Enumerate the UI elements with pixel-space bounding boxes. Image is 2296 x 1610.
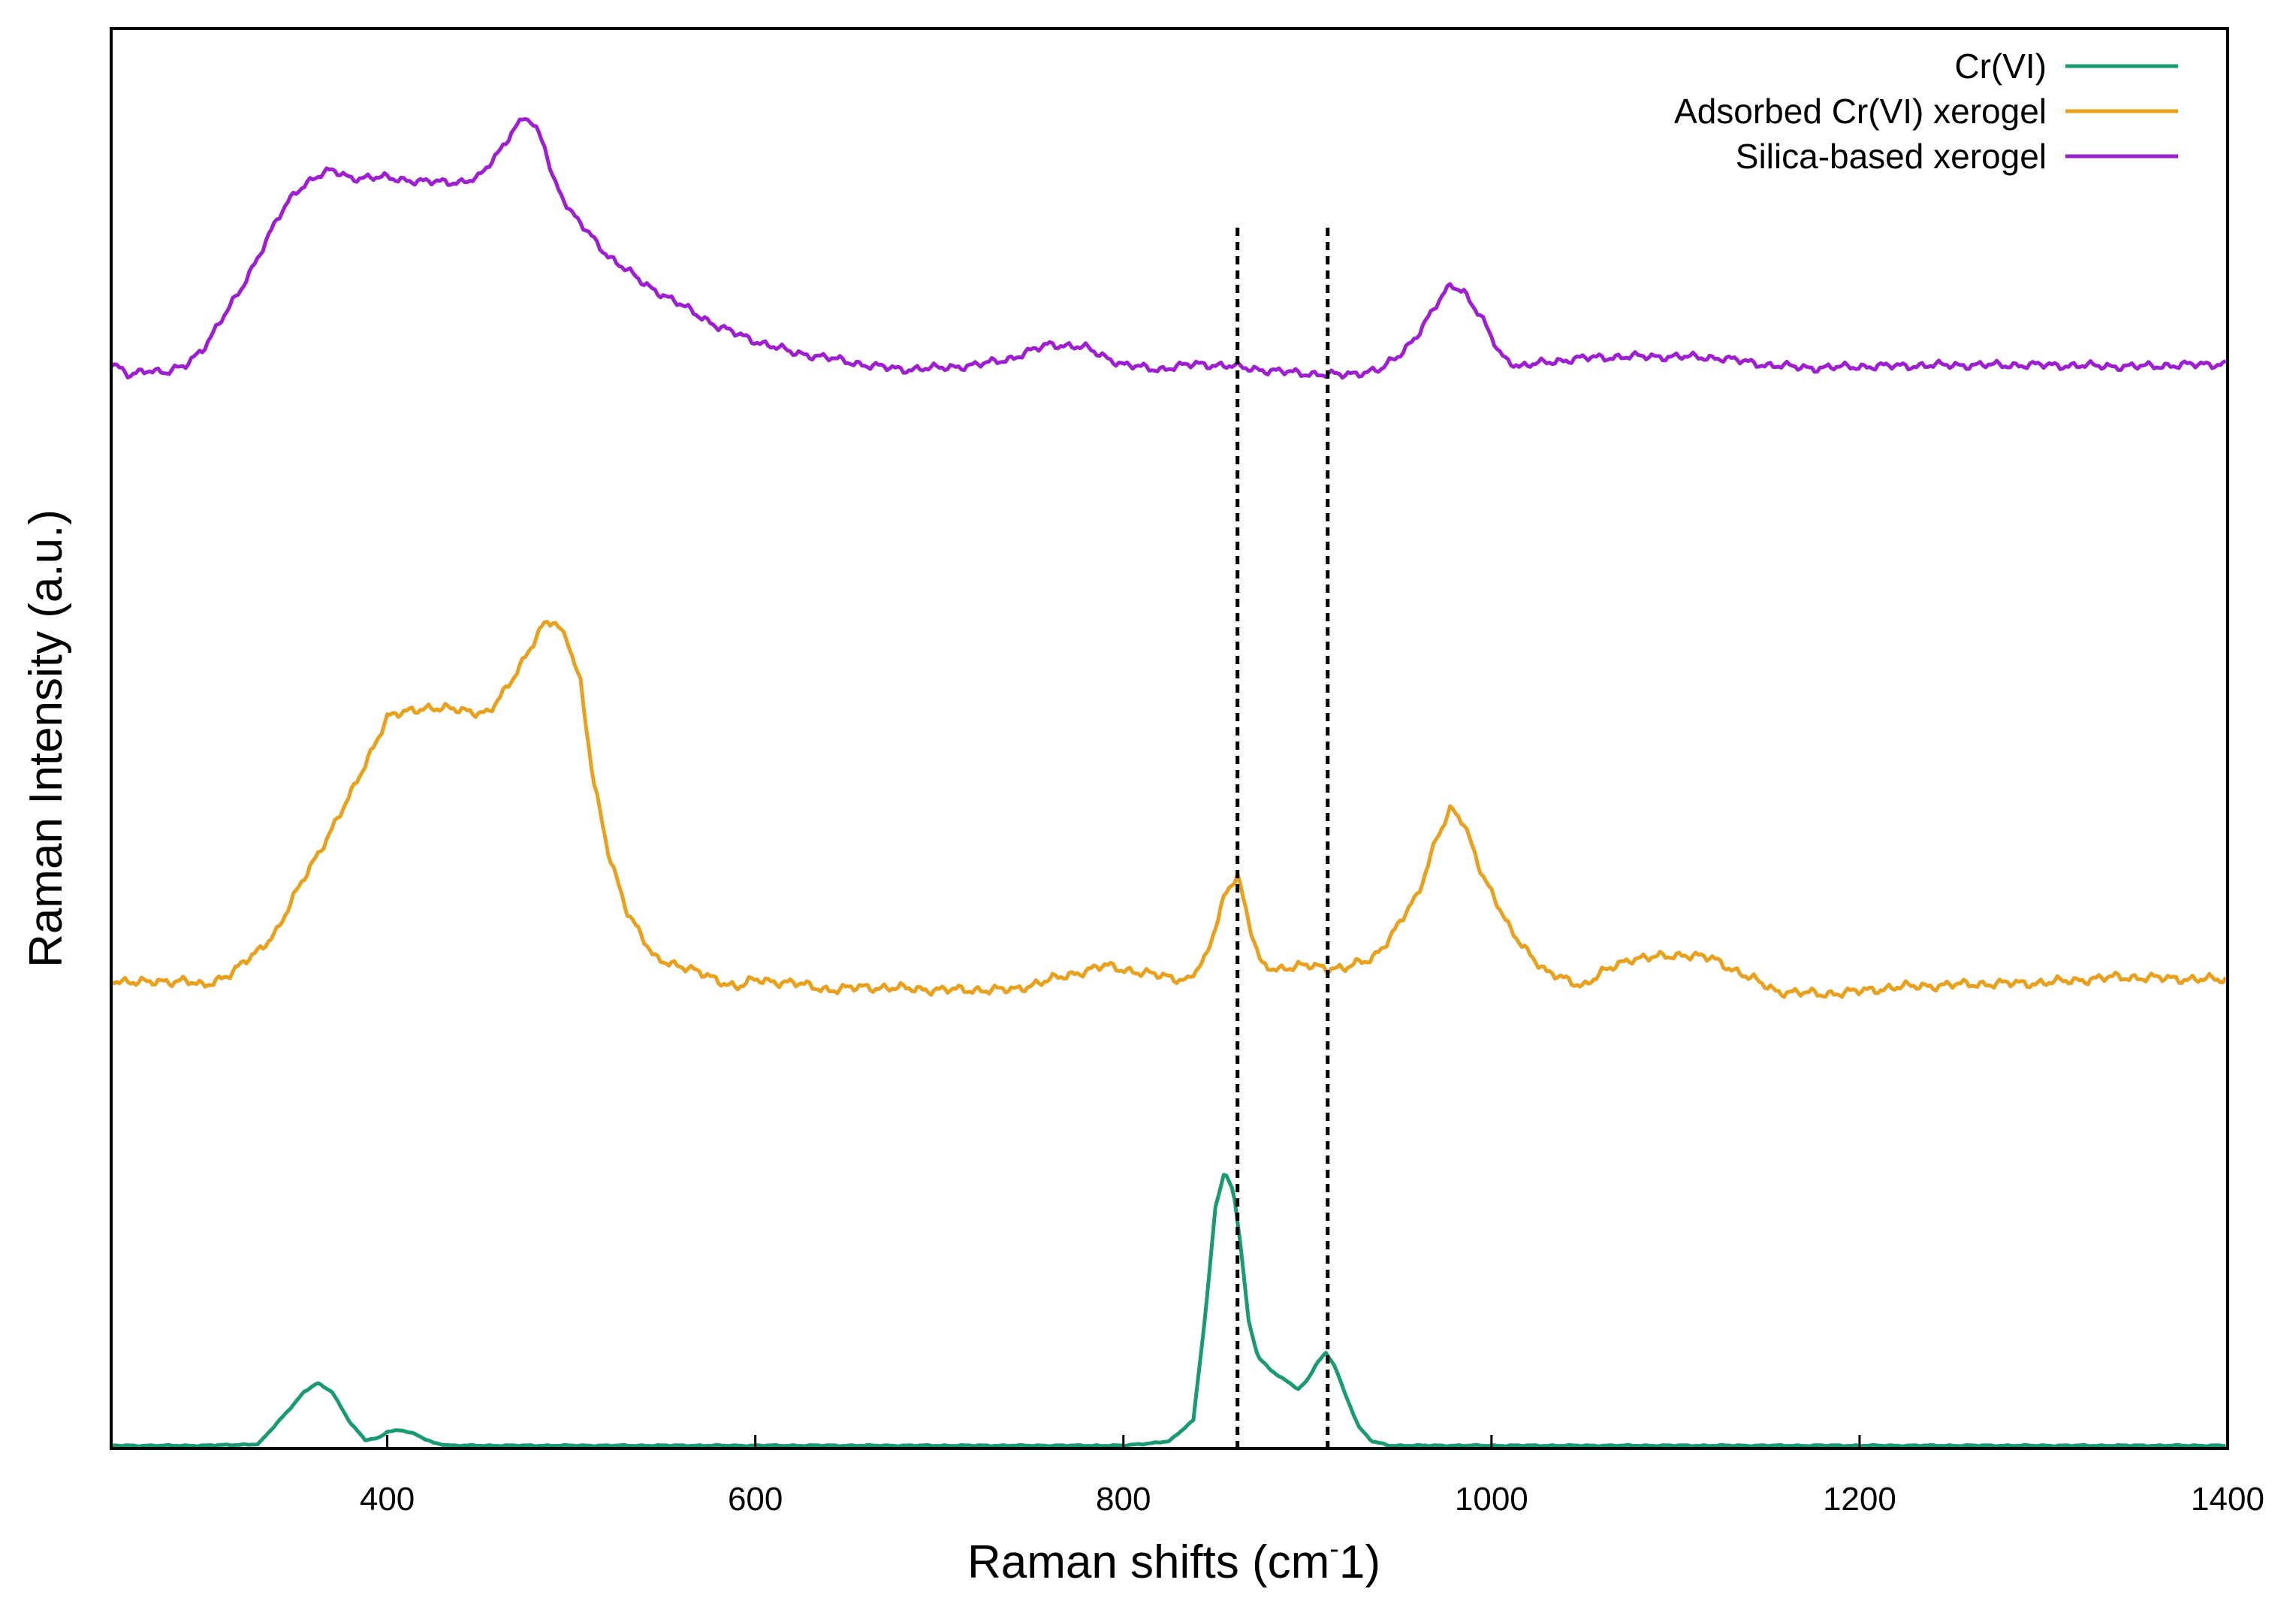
legend-label-silica-based-xerogel: Silica-based xerogel — [1736, 137, 2047, 176]
x-axis-ticks: 400 600 800 1000 1200 1400 — [360, 1435, 2264, 1518]
reference-lines — [1235, 228, 1330, 1448]
x-axis-title-tail: 1) — [1339, 1536, 1380, 1588]
series-line-adsorbed-cr-vi-xerogel — [110, 620, 2228, 999]
x-tick-label: 600 — [728, 1481, 783, 1518]
x-axis-title: Raman shifts (cm-1) — [967, 1533, 1380, 1588]
x-tick-label: 1000 — [1455, 1481, 1528, 1518]
series-layer — [110, 116, 2228, 1448]
x-tick-label: 1400 — [2191, 1481, 2264, 1518]
y-axis-title: Raman Intensity (a.u.) — [20, 509, 72, 968]
x-tick-label: 400 — [360, 1481, 415, 1518]
legend-label-adsorbed-cr-vi-xerogel: Adsorbed Cr(VI) xerogel — [1674, 92, 2047, 131]
x-axis-title-superscript: - — [1329, 1533, 1339, 1565]
plot-frame — [110, 27, 2229, 1450]
x-tick-label: 800 — [1096, 1481, 1151, 1518]
series-line-silica-based-xerogel — [110, 116, 2227, 380]
legend-label-cr-vi: Cr(VI) — [1954, 47, 2047, 86]
legend: Cr(VI) Adsorbed Cr(VI) xerogel Silica-base… — [1674, 47, 2178, 176]
series-line-cr-vi — [110, 1173, 2226, 1448]
x-axis-title-main: Raman shifts (cm — [967, 1536, 1329, 1588]
x-tick-label: 1200 — [1823, 1481, 1896, 1518]
